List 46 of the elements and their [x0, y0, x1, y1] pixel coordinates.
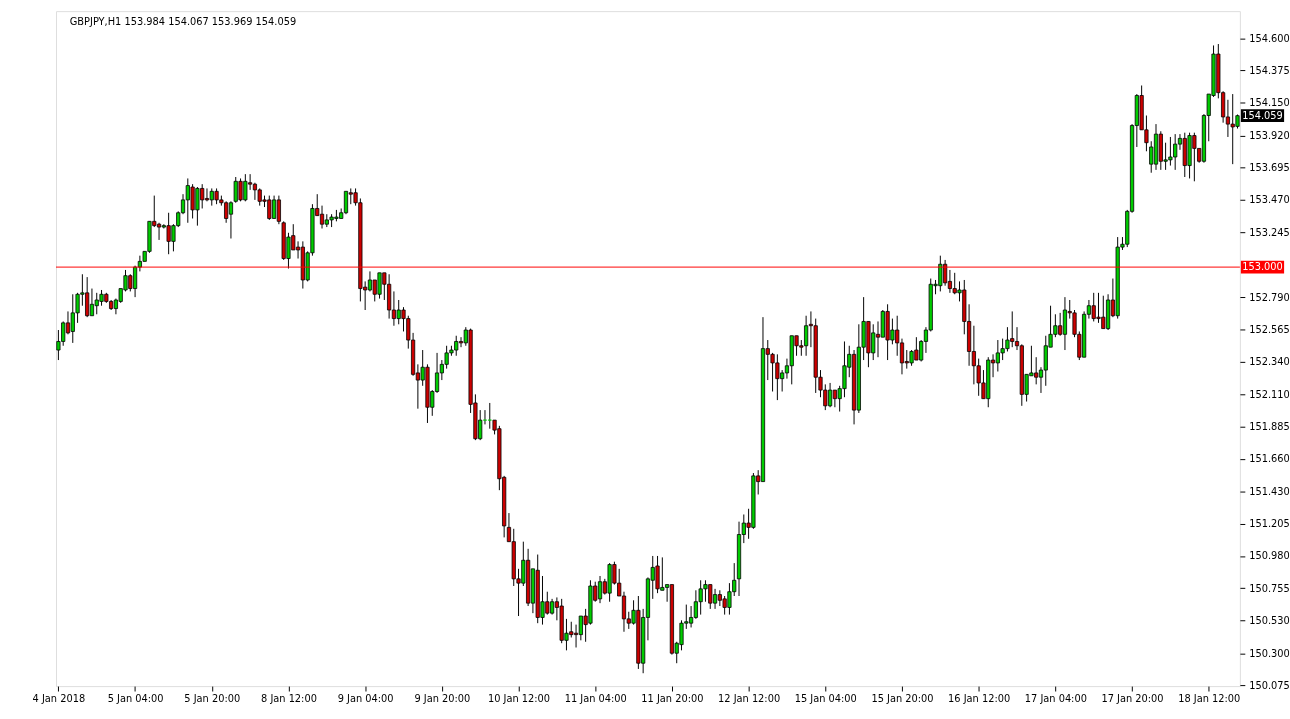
x-tick-label: 18 Jan 12:00: [1178, 693, 1241, 705]
y-tick-label: 152.565: [1249, 323, 1290, 335]
y-tick-label: 151.885: [1249, 420, 1290, 432]
y-tick-label: 152.340: [1249, 355, 1290, 367]
candlestick: [156, 222, 162, 241]
chart-title: GBPJPY,H1 153.984 154.067 153.969 154.059: [69, 15, 297, 27]
ref-line-label: 153.000: [1242, 261, 1283, 273]
x-tick-label: 12 Jan 12:00: [718, 693, 781, 705]
y-tick-label: 154.600: [1249, 32, 1290, 44]
y-tick-label: 150.300: [1249, 647, 1290, 659]
y-tick-label: 150.980: [1249, 550, 1290, 562]
candlestick: [319, 205, 325, 229]
x-tick-label: 15 Jan 20:00: [871, 693, 934, 705]
y-tick-label: 151.205: [1249, 518, 1290, 530]
x-tick-label: 11 Jan 04:00: [564, 693, 627, 705]
y-tick-label: 153.470: [1249, 194, 1290, 206]
x-tick-label: 17 Jan 20:00: [1101, 693, 1164, 705]
candlestick: [597, 575, 603, 604]
x-tick-label: 5 Jan 20:00: [184, 693, 241, 705]
x-tick-label: 9 Jan 20:00: [414, 693, 471, 705]
y-tick-label: 153.245: [1249, 226, 1290, 238]
candlestick: [712, 588, 718, 610]
y-tick-label: 150.530: [1249, 614, 1290, 626]
y-tick-label: 151.660: [1249, 453, 1290, 465]
candlestick: [204, 187, 210, 202]
candlestick: [89, 288, 95, 317]
x-tick-label: 10 Jan 12:00: [487, 693, 551, 705]
x-tick-label: 17 Jan 04:00: [1024, 693, 1087, 705]
x-tick-label: 11 Jan 20:00: [641, 693, 704, 705]
y-tick-label: 154.150: [1249, 97, 1290, 109]
x-tick-label: 4 Jan 2018: [32, 693, 86, 705]
x-tick-label: 5 Jan 04:00: [107, 693, 164, 705]
y-tick-label: 151.430: [1249, 486, 1290, 498]
y-tick-label: 150.075: [1249, 679, 1290, 691]
y-tick-label: 153.920: [1249, 129, 1290, 141]
y-tick-label: 152.790: [1249, 291, 1290, 303]
x-tick-label: 8 Jan 12:00: [261, 693, 317, 705]
x-tick-label: 9 Jan 04:00: [337, 693, 394, 705]
y-tick-label: 154.375: [1249, 64, 1290, 76]
candlestick: [343, 190, 349, 215]
y-tick-label: 153.695: [1249, 162, 1290, 174]
x-tick-label: 16 Jan 12:00: [948, 693, 1011, 705]
text: 154.059: [1242, 109, 1283, 121]
y-tick-label: 150.755: [1249, 582, 1290, 594]
y-tick-label: 152.110: [1249, 388, 1290, 400]
x-tick-label: 15 Jan 04:00: [794, 693, 857, 705]
